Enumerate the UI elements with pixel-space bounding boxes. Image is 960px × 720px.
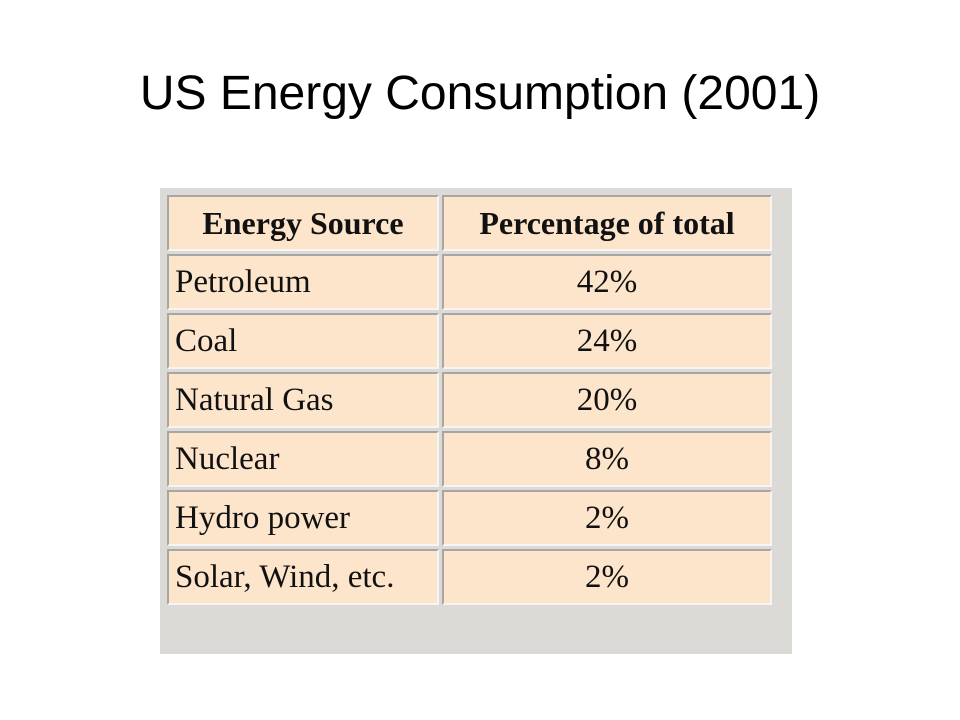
percentage-cell: 42% bbox=[442, 254, 772, 310]
table-row: Nuclear 8% bbox=[167, 431, 772, 487]
header-energy-source: Energy Source bbox=[167, 195, 439, 251]
header-percentage: Percentage of total bbox=[442, 195, 772, 251]
slide-title: US Energy Consumption (2001) bbox=[139, 67, 821, 120]
energy-table: Energy Source Percentage of total Petrol… bbox=[164, 192, 775, 608]
table-row: Solar, Wind, etc. 2% bbox=[167, 549, 772, 605]
percentage-cell: 20% bbox=[442, 372, 772, 428]
source-cell: Natural Gas bbox=[167, 372, 439, 428]
table-header-row: Energy Source Percentage of total bbox=[167, 195, 772, 251]
table-frame: Energy Source Percentage of total Petrol… bbox=[160, 188, 792, 654]
percentage-cell: 2% bbox=[442, 490, 772, 546]
percentage-cell: 8% bbox=[442, 431, 772, 487]
table-row: Petroleum 42% bbox=[167, 254, 772, 310]
table-row: Hydro power 2% bbox=[167, 490, 772, 546]
table-row: Coal 24% bbox=[167, 313, 772, 369]
percentage-cell: 24% bbox=[442, 313, 772, 369]
source-cell: Coal bbox=[167, 313, 439, 369]
source-cell: Nuclear bbox=[167, 431, 439, 487]
source-cell: Petroleum bbox=[167, 254, 439, 310]
source-cell: Hydro power bbox=[167, 490, 439, 546]
percentage-cell: 2% bbox=[442, 549, 772, 605]
table-row: Natural Gas 20% bbox=[167, 372, 772, 428]
source-cell: Solar, Wind, etc. bbox=[167, 549, 439, 605]
